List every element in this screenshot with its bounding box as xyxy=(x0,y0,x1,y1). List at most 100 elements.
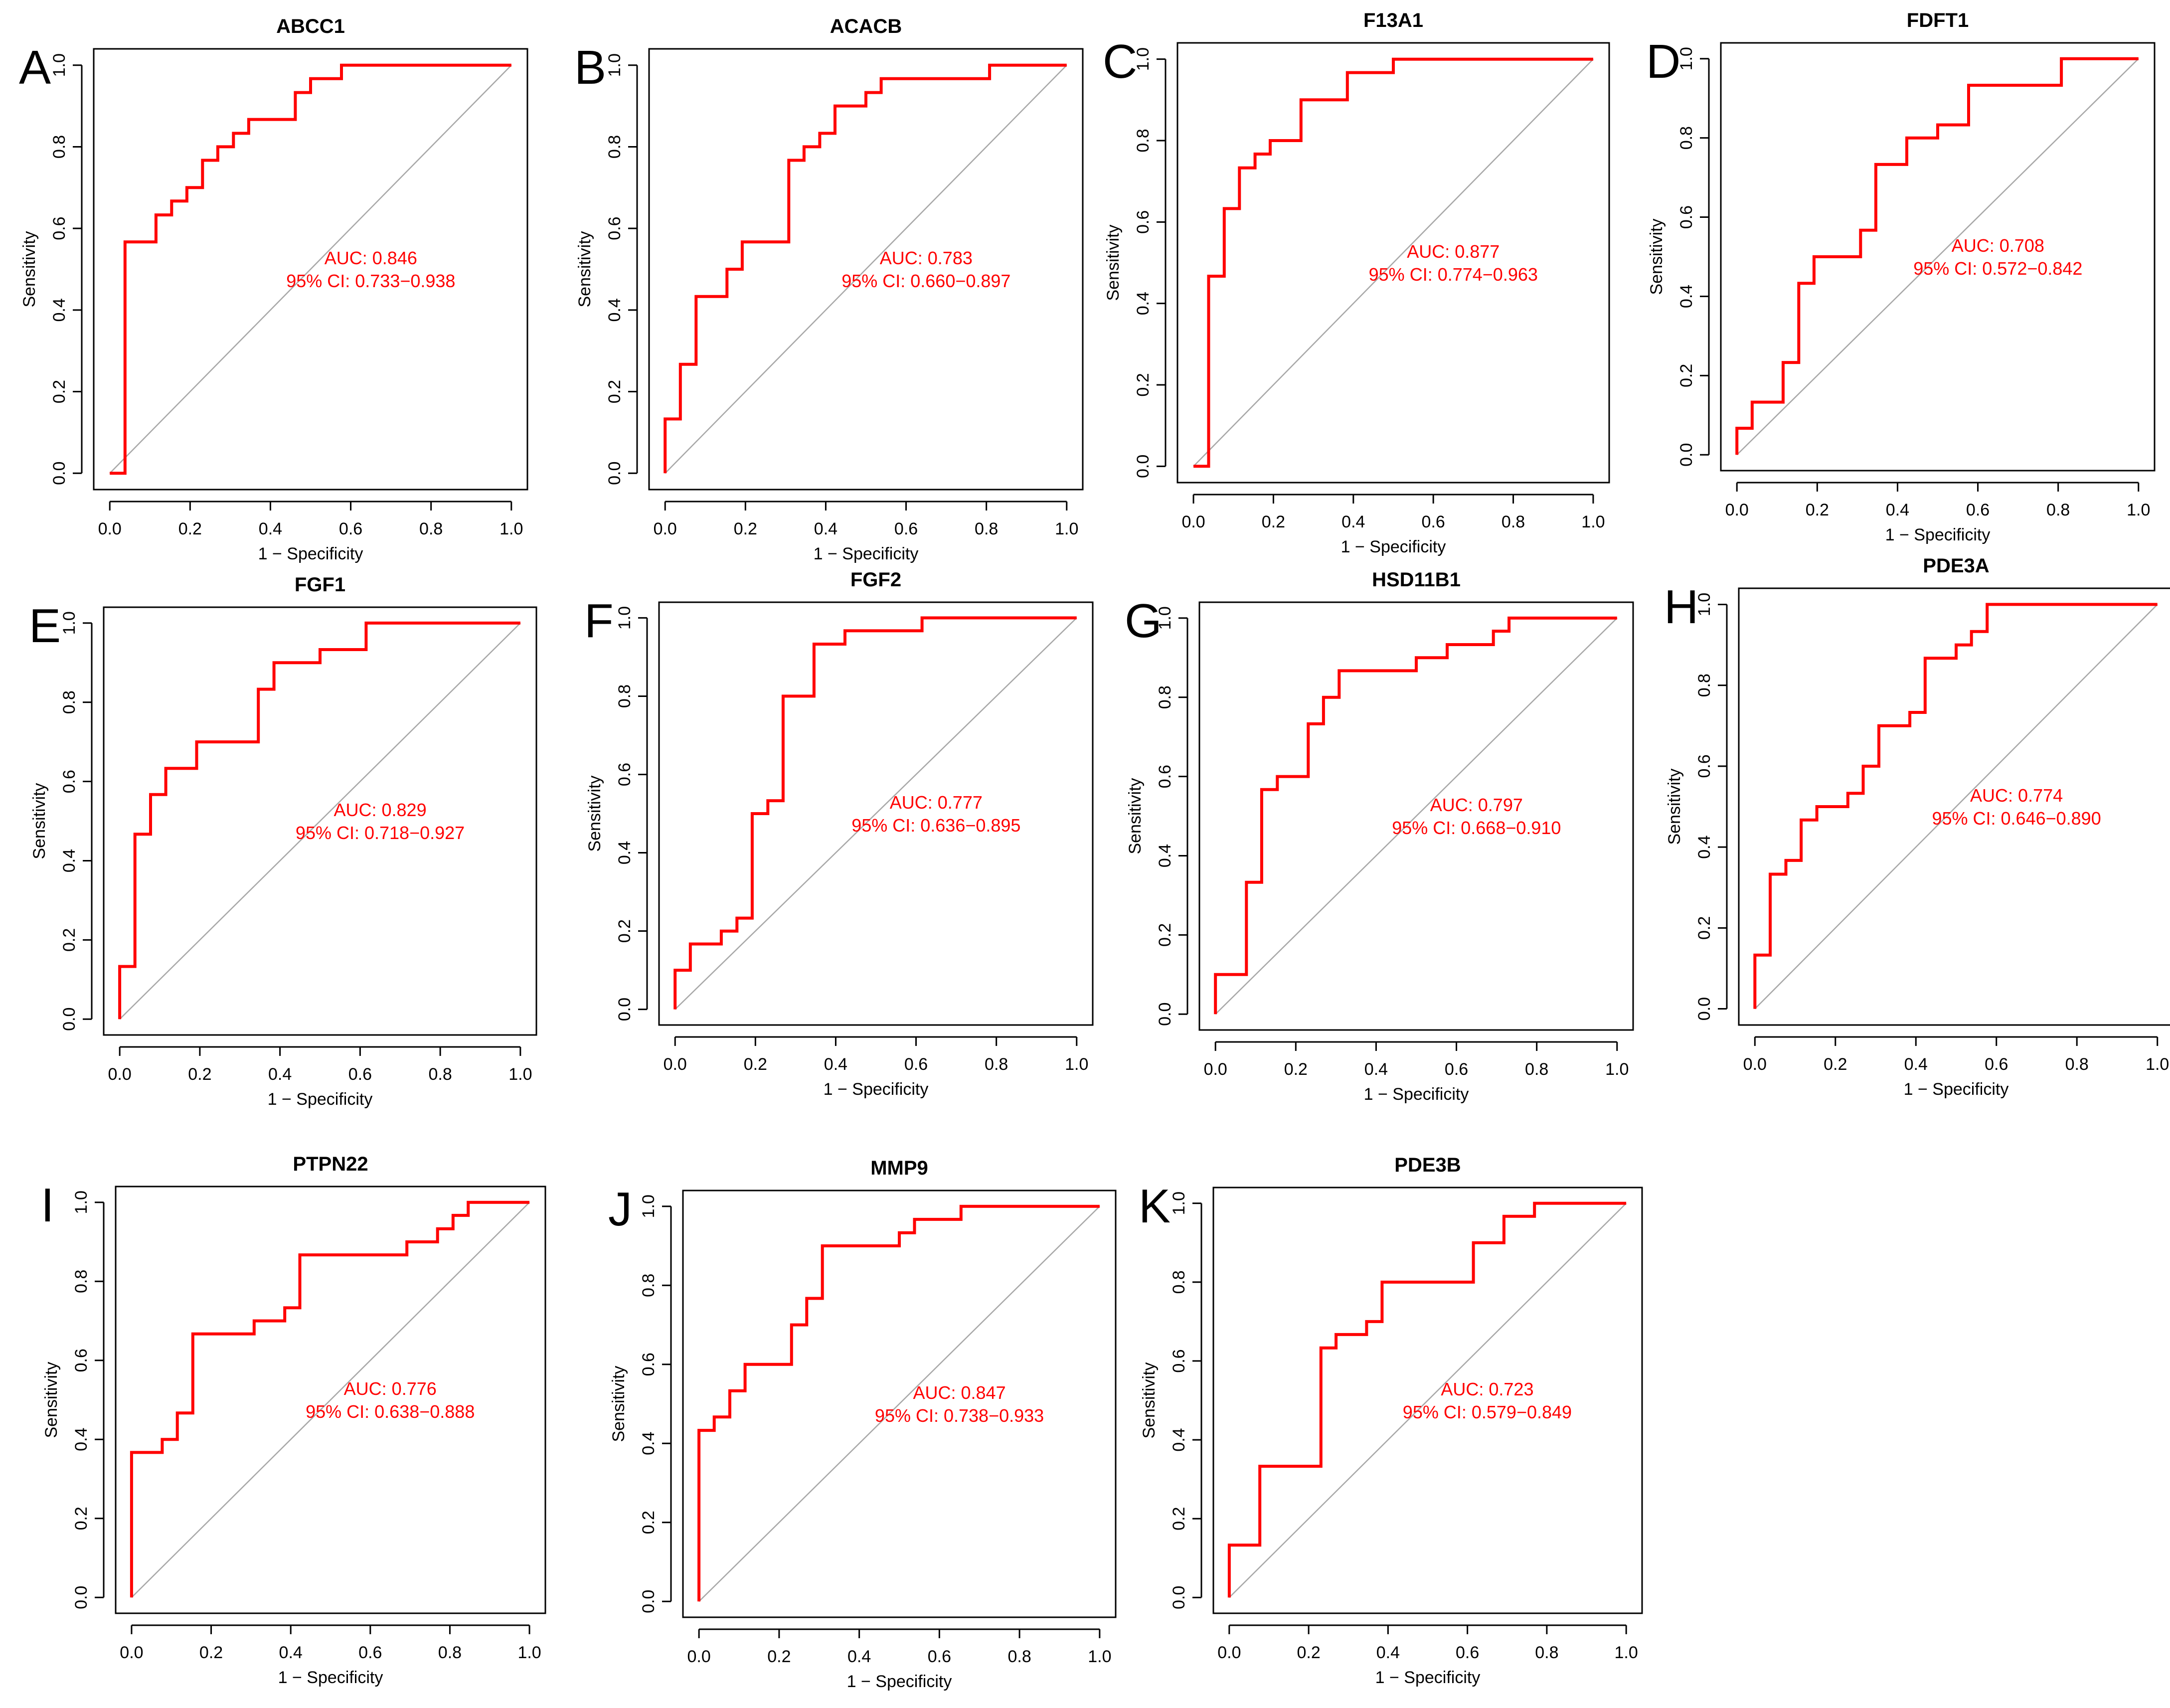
panel-j-y-tick-label: 0.8 xyxy=(639,1274,658,1297)
panel-j-x-tick-label: 0.6 xyxy=(928,1647,951,1666)
panel-c-x-tick-label: 0.2 xyxy=(1262,512,1285,531)
panel-j-x-axis-label: 1 − Specificity xyxy=(847,1672,952,1691)
panel-k-x-tick-label: 0.2 xyxy=(1297,1643,1320,1662)
panel-k-letter: K xyxy=(1139,1180,1170,1233)
panel-c-x-tick-label: 0.8 xyxy=(1502,512,1525,531)
panel-c-x-axis-label: 1 − Specificity xyxy=(1341,537,1446,556)
panel-j-x-tick-label: 0.2 xyxy=(767,1647,791,1666)
panel-h-y-tick-label: 1.0 xyxy=(1695,593,1714,616)
panel-b-ci-label: 95% CI: 0.660−0.897 xyxy=(841,271,1010,291)
panel-k-reference-diagonal xyxy=(1228,1202,1627,1598)
panel-b-letter: B xyxy=(574,41,606,94)
panel-g-x-axis-label: 1 − Specificity xyxy=(1364,1085,1469,1104)
panel-e-roc-plot: E FGF1 0.0 0.2 0.4 0.6 0.8 1.0 1 − Specificity 0.… xyxy=(29,574,537,1109)
panel-b-y-tick-label: 0.2 xyxy=(605,380,624,403)
panel-k-y-tick-label: 0.6 xyxy=(1169,1349,1188,1372)
panel-f-plot-frame xyxy=(658,601,1094,1026)
panel-f-auc-label: AUC: 0.777 xyxy=(890,792,983,813)
panel-b-auc-label: AUC: 0.783 xyxy=(880,248,973,268)
panel-g-x-tick-label: 0.0 xyxy=(1204,1060,1227,1079)
panel-h-ci-label: 95% CI: 0.646−0.890 xyxy=(1932,808,2101,829)
panel-e-x-axis-label: 1 − Specificity xyxy=(268,1090,373,1109)
panel-c-letter: C xyxy=(1103,35,1137,88)
panel-g-title: HSD11B1 xyxy=(1372,569,1461,591)
panel-c-roc-curve xyxy=(1193,57,1593,468)
panel-c-x-tick-label: 0.6 xyxy=(1422,512,1445,531)
panel-f-x-tick-label: 0.4 xyxy=(824,1055,847,1074)
panel-g-y-tick-label: 0.2 xyxy=(1156,923,1174,947)
panel-c-x-tick-label: 1.0 xyxy=(1581,512,1605,531)
panel-e-auc-label: AUC: 0.829 xyxy=(334,800,427,820)
panel-h-auc-label: AUC: 0.774 xyxy=(1970,785,2063,806)
panel-d-reference-diagonal xyxy=(1736,58,2139,456)
panel-a-x-tick-label: 1.0 xyxy=(500,519,523,538)
panel-j-y-axis-label: Sensitivity xyxy=(609,1366,628,1442)
panel-i-plot-frame xyxy=(115,1186,546,1614)
panel-k-y-tick-label: 1.0 xyxy=(1169,1192,1188,1215)
panel-k-y-tick-label: 0.4 xyxy=(1169,1428,1188,1451)
panel-b-y-tick-label: 0.6 xyxy=(605,217,624,240)
panel-g-y-tick-label: 0.4 xyxy=(1156,844,1174,867)
panel-i-roc-curve xyxy=(130,1200,530,1598)
panel-g-plot-frame xyxy=(1198,601,1634,1031)
panel-b-y-axis-label: Sensitivity xyxy=(575,231,594,307)
panel-e-y-tick-label: 1.0 xyxy=(60,611,79,635)
panel-f-x-tick-label: 0.8 xyxy=(985,1055,1008,1074)
panel-c-x-tick-label: 0.4 xyxy=(1341,512,1365,531)
panel-f-x-tick-label: 1.0 xyxy=(1065,1055,1088,1074)
panel-i-x-tick-label: 1.0 xyxy=(517,1643,541,1662)
panel-j-plot-frame xyxy=(682,1190,1117,1618)
panel-c-y-tick-label: 0.0 xyxy=(1134,455,1153,478)
panel-j-y-tick-label: 1.0 xyxy=(639,1195,658,1218)
panel-j-y-tick-label: 0.6 xyxy=(639,1353,658,1376)
panel-f-y-axis-label: Sensitivity xyxy=(585,775,604,852)
panel-a-x-tick-label: 0.2 xyxy=(178,519,202,538)
panel-h-roc-curve xyxy=(1753,603,2158,1009)
panel-e-x-tick-label: 0.8 xyxy=(428,1065,452,1084)
panel-f-letter: F xyxy=(584,594,614,648)
panel-e-x-tick-label: 0.4 xyxy=(268,1065,292,1084)
panel-c-y-tick-label: 0.8 xyxy=(1134,129,1153,152)
panel-d-y-tick-label: 0.4 xyxy=(1677,285,1696,308)
panel-a-plot-frame xyxy=(93,48,528,491)
panel-g-letter: G xyxy=(1125,594,1162,648)
panel-e-x-tick-label: 1.0 xyxy=(508,1065,532,1084)
panel-a-y-tick-label: 0.8 xyxy=(50,135,69,159)
panel-i-x-tick-label: 0.2 xyxy=(199,1643,223,1662)
panel-g-x-tick-label: 0.2 xyxy=(1284,1060,1308,1079)
panel-j-title: MMP9 xyxy=(870,1157,928,1179)
panel-g-y-axis-label: Sensitivity xyxy=(1126,778,1145,854)
panel-g-auc-label: AUC: 0.797 xyxy=(1430,795,1523,815)
panel-d-x-tick-label: 1.0 xyxy=(2127,501,2150,519)
panel-a-y-tick-label: 1.0 xyxy=(50,53,69,77)
panel-g-y-tick-label: 0.8 xyxy=(1156,685,1174,709)
panel-a-y-tick-label: 0.6 xyxy=(50,217,69,240)
panel-b-x-tick-label: 0.2 xyxy=(734,519,757,538)
panel-j-letter: J xyxy=(608,1183,632,1236)
panel-i-y-tick-label: 0.2 xyxy=(72,1507,91,1530)
panel-j-y-tick-label: 0.4 xyxy=(639,1432,658,1455)
panel-i-ci-label: 95% CI: 0.638−0.888 xyxy=(306,1401,475,1422)
panel-k-roc-curve xyxy=(1227,1201,1627,1598)
panel-k-y-tick-label: 0.8 xyxy=(1169,1270,1188,1294)
panel-b-reference-diagonal xyxy=(665,64,1067,474)
panel-b-y-tick-label: 0.4 xyxy=(605,298,624,322)
panel-i-y-tick-label: 1.0 xyxy=(72,1191,91,1214)
panel-h-title: PDE3A xyxy=(1923,555,1989,577)
panel-h-reference-diagonal xyxy=(1754,604,2158,1010)
panel-b-y-tick-label: 0.0 xyxy=(605,462,624,485)
panel-k-ci-label: 95% CI: 0.579−0.849 xyxy=(1403,1402,1572,1422)
panel-c-y-tick-label: 1.0 xyxy=(1134,47,1153,71)
panel-k-y-tick-label: 0.0 xyxy=(1169,1586,1188,1609)
panel-h-x-tick-label: 0.6 xyxy=(1985,1055,2008,1074)
panel-d-y-tick-label: 0.6 xyxy=(1677,205,1696,229)
panel-a-y-axis-label: Sensitivity xyxy=(20,231,39,307)
panel-k-roc-plot: K PDE3B 0.0 0.2 0.4 0.6 0.8 1.0 1 − Specificity 0… xyxy=(1139,1154,1643,1687)
panel-b-title: ACACB xyxy=(830,15,902,37)
panel-f-y-tick-label: 1.0 xyxy=(615,606,634,630)
panel-f-reference-diagonal xyxy=(674,617,1077,1010)
panel-g-x-tick-label: 0.4 xyxy=(1364,1060,1388,1079)
panel-c-y-tick-label: 0.6 xyxy=(1134,210,1153,234)
panel-d-x-tick-label: 0.0 xyxy=(1725,501,1749,519)
panel-f-x-tick-label: 0.6 xyxy=(904,1055,928,1074)
